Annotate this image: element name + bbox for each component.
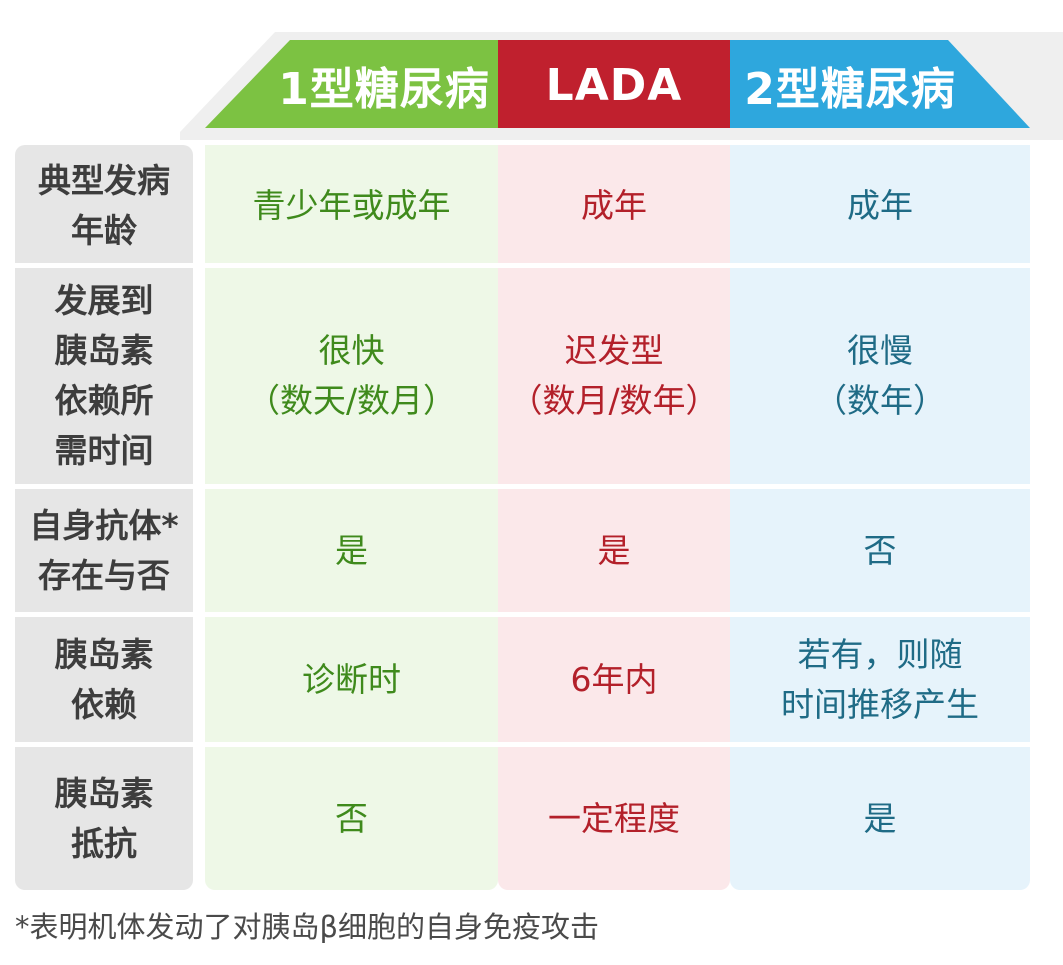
row-label-autoantibodies: 自身抗体* 存在与否	[29, 505, 179, 595]
cell-lada-onset-age: 成年	[581, 185, 647, 225]
header-type1: 1型糖尿病	[278, 64, 490, 115]
cell-lada-insulin-resistance: 一定程度	[548, 798, 680, 838]
cell-type2-insulin-dependence: 若有，则随 时间推移产生	[781, 634, 979, 724]
cell-type1-autoantibodies: 是	[335, 530, 368, 570]
header-type2-shape	[730, 40, 1030, 128]
cell-lada-time-to-dependence: 迟发型 （数月/数年）	[509, 331, 719, 420]
cell-type1-insulin-dependence: 诊断时	[302, 659, 401, 699]
header-type1-shape	[205, 40, 498, 128]
row-label-insulin-resistance: 胰岛素 抵抗	[54, 773, 154, 863]
header-lada: LADA	[545, 59, 683, 111]
cell-type2-time-to-dependence: 很慢 （数年）	[814, 331, 946, 420]
row-separator	[15, 612, 1030, 617]
cell-type1-onset-age: 青少年或成年	[252, 185, 451, 225]
header-lada-shape	[498, 40, 730, 128]
cell-lada-autoantibodies: 是	[597, 530, 631, 570]
column-type1	[205, 145, 498, 890]
cell-type2-onset-age: 成年	[847, 185, 913, 225]
header-roof	[180, 32, 1063, 140]
footnote: *表明机体发动了对胰岛β细胞的自身免疫攻击	[15, 910, 600, 944]
cell-lada-insulin-dependence: 6年内	[570, 659, 658, 699]
row-label-time-to-insulin-dependence: 发展到 胰岛素 依赖所 需时间	[54, 281, 154, 470]
column-type2	[730, 145, 1030, 890]
row-separator	[15, 742, 1030, 747]
row-separator	[15, 484, 1030, 489]
row-label-onset-age: 典型发病 年龄	[38, 160, 170, 250]
row-label-column	[15, 145, 193, 890]
row-separator	[15, 263, 1030, 268]
cell-type2-insulin-resistance: 是	[863, 798, 897, 838]
row-label-insulin-dependence: 胰岛素 依赖	[54, 634, 154, 724]
cell-type1-time-to-dependence: 很快 （数天/数月）	[246, 331, 457, 420]
cell-type1-insulin-resistance: 否	[335, 798, 368, 838]
column-lada	[498, 145, 730, 890]
cell-type2-autoantibodies: 否	[863, 530, 897, 570]
header-type2: 2型糖尿病	[744, 64, 956, 115]
